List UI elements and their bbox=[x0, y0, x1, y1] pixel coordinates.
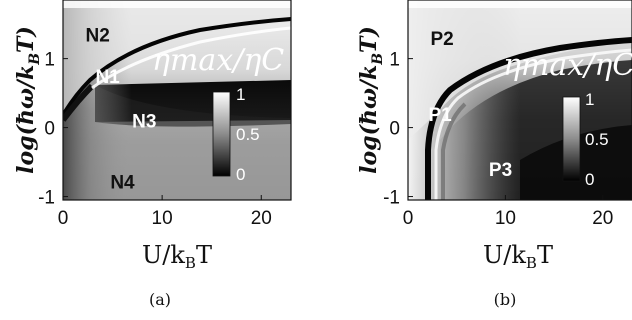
caption-a: (a) bbox=[149, 290, 171, 309]
ylabel-a: log(ħω/kBT) bbox=[13, 26, 43, 174]
region-label-n2: N2 bbox=[86, 25, 110, 46]
heatmap-a bbox=[63, 0, 291, 200]
y-tick-label-b-2: 1 bbox=[389, 50, 400, 71]
ticks-b: 0 10 20-101 bbox=[383, 50, 613, 229]
x-tick-label-a-1: 10 bbox=[152, 208, 173, 229]
region-label-n3: N3 bbox=[132, 112, 156, 133]
region-label-n4: N4 bbox=[110, 172, 135, 193]
colorbar-a-tick-0.5: 0.5 bbox=[236, 125, 260, 144]
colorbar-b-tick-0: 0 bbox=[585, 170, 594, 189]
colorbar-a-tick-1: 1 bbox=[236, 85, 245, 104]
colorbar-b-tick-0.5: 0.5 bbox=[585, 130, 609, 149]
x-tick-label-b-0: 0 bbox=[403, 208, 414, 229]
ticks-a: 0 10 20-101 bbox=[38, 50, 272, 229]
region-label-p3: P3 bbox=[489, 160, 512, 181]
x-tick-label-a-0: 0 bbox=[58, 208, 69, 229]
xlabel-a: U/kBT bbox=[142, 241, 212, 272]
y-tick-label-b-0: -1 bbox=[383, 188, 400, 209]
xlabel-b: U/kBT bbox=[483, 241, 553, 272]
y-tick-label-a-2: 1 bbox=[44, 50, 55, 71]
x-tick-label-b-2: 20 bbox=[592, 208, 613, 229]
x-tick-label-b-1: 10 bbox=[495, 208, 516, 229]
region-labels-a: N2 N1 N3 N4 bbox=[86, 25, 157, 193]
ylabel-b: log(ħω/kBT) bbox=[356, 26, 386, 174]
colorbar-b: 1 0.5 0 bbox=[562, 90, 609, 189]
colorbar-a-gradient bbox=[212, 91, 231, 177]
overlay-label-b: ηmax/ηC bbox=[503, 48, 632, 83]
colorbar-a-tick-0: 0 bbox=[236, 165, 245, 184]
y-tick-label-a-0: -1 bbox=[38, 188, 55, 209]
x-tick-label-a-2: 20 bbox=[251, 208, 272, 229]
colorbar-a: 1 0.5 0 bbox=[212, 85, 260, 184]
colorbar-b-tick-1: 1 bbox=[585, 90, 594, 109]
region-label-p2: P2 bbox=[430, 29, 453, 50]
caption-b: (b) bbox=[494, 290, 517, 309]
y-tick-label-a-1: 0 bbox=[44, 119, 55, 140]
region-label-n1: N1 bbox=[95, 67, 120, 88]
colorbar-b-gradient bbox=[562, 96, 581, 182]
overlay-label-a: ηmax/ηC bbox=[152, 43, 284, 78]
region-labels-b: P2 P1 P3 bbox=[429, 29, 513, 181]
y-tick-label-b-1: 0 bbox=[389, 119, 400, 140]
heatmap-b bbox=[408, 0, 632, 200]
region-label-p1: P1 bbox=[429, 105, 453, 126]
